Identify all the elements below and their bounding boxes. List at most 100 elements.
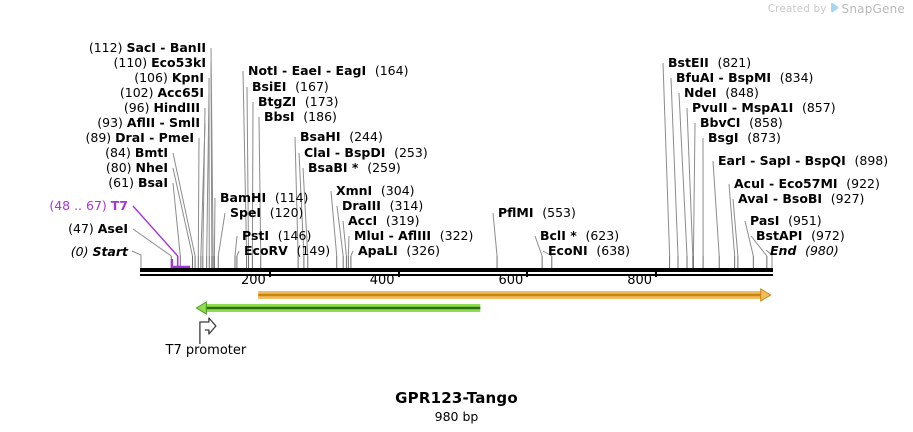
enzyme-label-bsteii[interactable]: BstEII (821) xyxy=(668,56,751,69)
enzyme-name-bamhi: BamHI xyxy=(220,190,275,205)
enzyme-label-econi[interactable]: EcoNI (638) xyxy=(548,244,630,257)
green-feature-arrow[interactable] xyxy=(195,301,481,315)
leader-line-aflii xyxy=(200,122,206,257)
enzyme-name-bfuai: BfuAI - BspMI xyxy=(676,70,780,85)
enzyme-label-bstapi[interactable]: BstAPI (972) xyxy=(756,229,845,242)
enzyme-label-apali[interactable]: ApaLI (326) xyxy=(358,244,440,257)
leader-line-xmni xyxy=(330,190,338,257)
enzyme-label-bsahi[interactable]: BsaHI (244) xyxy=(300,130,383,143)
leader-line-start xyxy=(131,250,142,268)
enzyme-name-asei: AseI xyxy=(97,221,128,236)
axis-tick-label-800: 800 xyxy=(627,273,653,288)
enzyme-name-draiii: DraIII xyxy=(342,198,390,213)
enzyme-name-bsahi: BsaHI xyxy=(300,129,350,144)
axis-tick-200 xyxy=(268,268,271,277)
enzyme-label-mlui[interactable]: MluI - AflIII (322) xyxy=(354,229,473,242)
enzyme-label-bsgi[interactable]: BsgI (873) xyxy=(708,131,781,144)
enzyme-label-pasi[interactable]: PasI (951) xyxy=(750,214,822,227)
enzyme-position-btgzi: (173) xyxy=(304,94,339,109)
enzyme-name-spei: SpeI xyxy=(230,205,270,220)
enzyme-name-clai: ClaI - BspDI xyxy=(304,145,395,160)
enzyme-label-end[interactable]: End (980) xyxy=(770,244,839,257)
enzyme-name-bsgi: BsgI xyxy=(708,130,748,145)
enzyme-position-eari: (898) xyxy=(854,153,889,168)
enzyme-label-eco53ki[interactable]: (110) Eco53kI xyxy=(114,56,207,69)
enzyme-label-hindiii[interactable]: (96) HindIII xyxy=(124,101,200,114)
leader-line-bsteii xyxy=(662,62,671,257)
enzyme-name-t7: T7 xyxy=(110,198,128,213)
enzyme-label-avai[interactable]: AvaI - BsoBI (927) xyxy=(738,192,864,205)
enzyme-label-eari[interactable]: EarI - SapI - BspQI (898) xyxy=(718,154,888,167)
enzyme-label-xmni[interactable]: XmnI (304) xyxy=(336,184,415,197)
enzyme-name-pflmi: PflMI xyxy=(498,205,543,220)
enzyme-label-ndei[interactable]: NdeI (848) xyxy=(684,86,759,99)
enzyme-name-xmni: XmnI xyxy=(336,183,381,198)
enzyme-position-start: (0) xyxy=(70,244,93,259)
enzyme-label-aflii[interactable]: (93) AflII - SmlI xyxy=(97,116,200,129)
enzyme-label-ecorv[interactable]: EcoRV (149) xyxy=(244,244,330,257)
enzyme-label-kpni[interactable]: (106) KpnI xyxy=(134,71,204,84)
enzyme-position-acui: (922) xyxy=(846,176,880,191)
t7-promoter-feature-mark[interactable] xyxy=(170,259,191,269)
enzyme-name-bbvci: BbvCI xyxy=(700,115,750,130)
enzyme-position-spei: (120) xyxy=(269,205,304,220)
enzyme-label-btgzi[interactable]: BtgZI (173) xyxy=(258,95,339,108)
enzyme-position-kpni: (106) xyxy=(134,70,172,85)
leader-line-pvuii xyxy=(686,107,694,257)
enzyme-label-saci[interactable]: (112) SacI - BanII xyxy=(89,41,206,54)
leader-line-ecorv xyxy=(236,250,240,257)
enzyme-label-bamhi[interactable]: BamHI (114) xyxy=(220,191,308,204)
enzyme-name-ndei: NdeI xyxy=(684,85,726,100)
enzyme-label-draiii[interactable]: DraIII (314) xyxy=(342,199,423,212)
enzyme-label-bsabi[interactable]: BsaBI * (259) xyxy=(308,161,401,174)
enzyme-label-noti[interactable]: NotI - EaeI - EagI (164) xyxy=(248,64,408,77)
leader-line-eari xyxy=(712,160,720,257)
enzyme-label-pflmi[interactable]: PflMI (553) xyxy=(498,206,576,219)
enzyme-position-draiii: (314) xyxy=(389,198,424,213)
enzyme-position-end: (980) xyxy=(805,243,839,258)
enzyme-name-btgzi: BtgZI xyxy=(258,94,305,109)
axis-tick-label-600: 600 xyxy=(498,273,524,288)
enzyme-label-spei[interactable]: SpeI (120) xyxy=(230,206,303,219)
enzyme-name-kpni: KpnI xyxy=(171,70,204,85)
enzyme-name-noti: NotI - EaeI - EagI xyxy=(248,63,375,78)
enzyme-position-bsai: (61) xyxy=(108,175,138,190)
axis-tick-800 xyxy=(655,268,658,277)
enzyme-label-bbsi[interactable]: BbsI (186) xyxy=(264,110,337,123)
enzyme-name-bsteii: BstEII xyxy=(668,55,718,70)
orange-feature-arrow[interactable] xyxy=(258,288,772,302)
enzyme-label-bcli[interactable]: BclI * (623) xyxy=(540,229,619,242)
enzyme-label-acui[interactable]: AcuI - Eco57MI (922) xyxy=(734,177,880,190)
enzyme-label-bsiei[interactable]: BsiEI (167) xyxy=(252,80,329,93)
enzyme-position-eco53ki: (110) xyxy=(113,55,152,70)
enzyme-label-bbvci[interactable]: BbvCI (858) xyxy=(700,116,783,129)
axis-tick-600 xyxy=(526,268,529,277)
enzyme-label-asei[interactable]: (47) AseI xyxy=(68,222,128,235)
enzyme-position-bsahi: (244) xyxy=(349,129,383,144)
enzyme-label-clai[interactable]: ClaI - BspDI (253) xyxy=(304,146,428,159)
enzyme-label-drai[interactable]: (89) DraI - PmeI xyxy=(86,131,194,144)
enzyme-label-acci[interactable]: AccI (319) xyxy=(348,214,419,227)
enzyme-name-saci: SacI - BanII xyxy=(126,40,206,55)
enzyme-label-acc65i[interactable]: (102) Acc65I xyxy=(120,86,204,99)
enzyme-label-start[interactable]: (0) Start xyxy=(71,245,128,258)
enzyme-position-pflmi: (553) xyxy=(542,205,576,220)
enzyme-position-bcli: (623) xyxy=(585,228,620,243)
enzyme-label-bmti[interactable]: (84) BmtI xyxy=(105,146,168,159)
enzyme-position-bamhi: (114) xyxy=(274,190,309,205)
enzyme-name-bcli: BclI * xyxy=(540,228,586,243)
axis-tick-label-200: 200 xyxy=(240,273,266,288)
enzyme-position-bsgi: (873) xyxy=(747,130,781,145)
enzyme-label-psti[interactable]: PstI (146) xyxy=(242,229,311,242)
enzyme-position-nhei: (80) xyxy=(105,160,136,175)
page-title: GPR123-Tango xyxy=(395,389,518,407)
leader-line-spei xyxy=(217,212,226,257)
enzyme-label-nhei[interactable]: (80) NheI xyxy=(106,161,168,174)
enzyme-name-nhei: NheI xyxy=(135,160,169,175)
enzyme-label-bfuai[interactable]: BfuAI - BspMI (834) xyxy=(676,71,813,84)
enzyme-label-bsai[interactable]: (61) BsaI xyxy=(108,176,168,189)
enzyme-label-pvuii[interactable]: PvuII - MspA1I (857) xyxy=(692,101,836,114)
enzyme-position-aflii: (93) xyxy=(97,115,127,130)
enzyme-label-t7[interactable]: (48 .. 67) T7 xyxy=(49,199,128,212)
